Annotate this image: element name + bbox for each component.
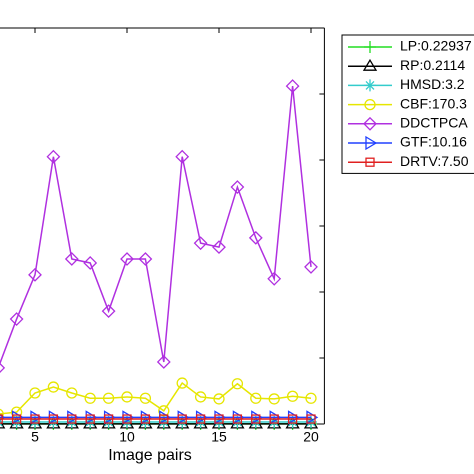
data-point <box>287 414 298 424</box>
data-point <box>231 416 244 429</box>
data-point <box>267 271 282 286</box>
data-point <box>157 416 170 429</box>
data-point <box>28 267 42 282</box>
data-point <box>306 414 316 424</box>
data-point <box>305 416 317 429</box>
data-point <box>213 416 225 429</box>
data-point <box>139 392 152 404</box>
data-point <box>102 392 115 404</box>
data-point <box>101 304 116 319</box>
data-point <box>67 414 77 424</box>
data-point <box>140 414 151 424</box>
data-point <box>48 414 59 424</box>
data-point <box>268 393 280 405</box>
data-point <box>65 416 78 429</box>
legend-label: DRTV:7.50 <box>400 153 469 169</box>
x-tick-label: 10 <box>119 429 135 445</box>
data-point <box>30 414 40 424</box>
data-point <box>29 416 41 429</box>
data-point <box>286 416 299 429</box>
data-point <box>10 416 23 429</box>
x-tick-label: 5 <box>31 429 39 445</box>
data-point <box>177 414 187 424</box>
data-point <box>103 414 114 424</box>
data-point <box>9 312 24 326</box>
x-tick-label: 15 <box>211 429 227 445</box>
legend-marker <box>365 135 378 151</box>
data-point <box>249 416 262 429</box>
data-point <box>232 414 243 424</box>
data-point <box>158 405 170 417</box>
legend-label: RP:0.2114 <box>400 57 465 73</box>
data-point <box>47 416 60 429</box>
data-point <box>193 236 208 251</box>
data-point <box>11 414 22 424</box>
data-point <box>139 416 152 429</box>
x-tick-label: 20 <box>303 429 319 445</box>
data-point <box>230 180 245 194</box>
data-point <box>64 252 79 266</box>
data-point <box>248 230 263 245</box>
data-point <box>47 381 60 393</box>
data-point <box>231 378 244 390</box>
data-point <box>214 414 224 424</box>
data-point <box>156 355 171 369</box>
data-point <box>0 362 6 374</box>
data-point <box>304 260 318 274</box>
legend-marker <box>364 98 376 111</box>
data-point <box>176 377 188 389</box>
data-point <box>138 252 153 266</box>
data-point <box>120 252 134 266</box>
legend-marker <box>364 41 376 53</box>
legend-label: LP:0.22937 <box>400 38 472 54</box>
x-axis-label: Image pairs <box>108 447 192 464</box>
legend-label: HMSD:3.2 <box>400 76 465 92</box>
data-point <box>84 416 97 429</box>
data-point <box>176 416 189 429</box>
data-point <box>46 149 61 164</box>
data-point <box>66 387 78 399</box>
data-point <box>83 256 98 270</box>
data-point <box>102 416 115 429</box>
data-point <box>159 414 169 424</box>
data-point <box>84 392 96 404</box>
data-point <box>29 387 41 399</box>
legend-marker <box>363 116 377 131</box>
data-point <box>305 392 317 404</box>
series-line <box>0 86 312 366</box>
data-point <box>0 414 3 424</box>
data-point <box>268 416 281 429</box>
data-point <box>250 392 262 404</box>
data-point <box>0 408 4 420</box>
data-point <box>286 390 299 402</box>
data-point <box>194 391 207 403</box>
legend-label: GTF:10.16 <box>400 134 467 150</box>
data-point <box>213 393 225 405</box>
data-point <box>212 240 226 255</box>
data-point <box>121 416 133 429</box>
data-point <box>195 414 206 424</box>
legend-marker <box>362 58 378 71</box>
data-point <box>285 79 300 93</box>
data-point <box>269 414 279 424</box>
legend-marker <box>365 157 375 167</box>
data-point <box>121 391 133 403</box>
data-point <box>194 416 207 429</box>
data-point <box>85 414 95 424</box>
data-point <box>122 414 132 424</box>
legend-marker <box>364 79 376 92</box>
legend-label: CBF:170.3 <box>400 95 467 111</box>
data-point <box>175 149 190 164</box>
data-point <box>251 414 261 424</box>
legend-label: DDCTPCA <box>400 115 468 131</box>
